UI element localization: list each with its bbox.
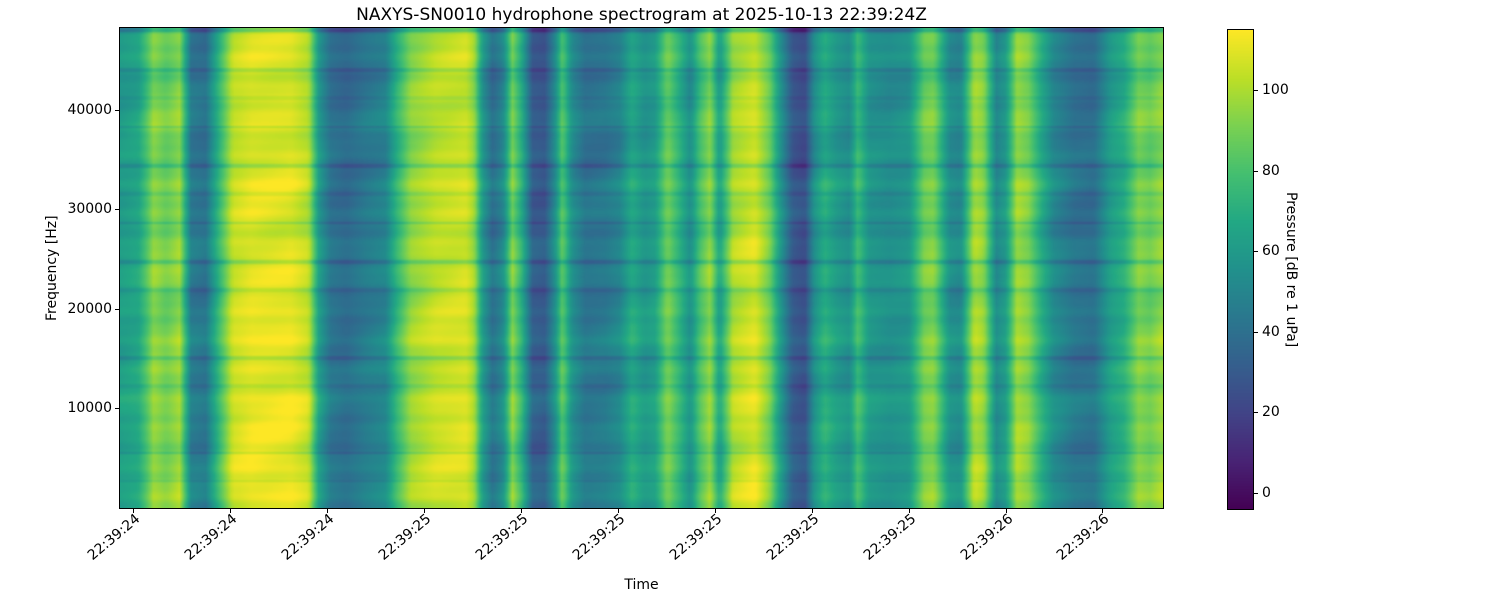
colorbar-tick-label: 100 [1262,82,1289,99]
y-tick-mark [115,109,119,111]
y-tick-label: 10000 [67,400,112,417]
x-tick-mark [1102,509,1104,513]
plot-area [119,27,1164,509]
y-tick-mark [115,209,119,211]
x-tick-mark [908,509,910,513]
y-tick-label: 20000 [67,300,112,317]
colorbar-gradient [1228,30,1253,509]
y-tick-label: 30000 [67,201,112,218]
x-tick-mark [811,509,813,513]
colorbar-tick-label: 0 [1262,484,1271,501]
x-tick-mark [520,509,522,513]
x-tick-mark [326,509,328,513]
colorbar-tick-label: 80 [1262,162,1280,179]
x-tick-mark [423,509,425,513]
colorbar-tick-label: 20 [1262,404,1280,421]
colorbar-label: Pressure [dB re 1 uPa] [1283,191,1299,348]
colorbar-tick-mark [1254,331,1258,333]
spectrogram-heatmap [120,28,1163,508]
x-tick-mark [229,509,231,513]
chart-title: NAXYS-SN0010 hydrophone spectrogram at 2… [356,5,927,25]
y-tick-mark [115,408,119,410]
x-tick-mark [1005,509,1007,513]
x-tick-mark [133,509,134,513]
x-tick-mark [714,509,716,513]
colorbar [1227,29,1254,510]
colorbar-tick-mark [1254,170,1258,172]
x-axis-label: Time [624,577,659,593]
y-tick-mark [115,308,119,310]
colorbar-tick-label: 60 [1262,243,1280,260]
colorbar-tick-mark [1254,251,1258,253]
y-tick-label: 40000 [67,101,112,118]
colorbar-tick-label: 40 [1262,323,1280,340]
colorbar-tick-mark [1254,412,1258,414]
colorbar-tick-mark [1254,492,1258,494]
x-tick-mark [617,509,619,513]
colorbar-tick-mark [1254,90,1258,92]
